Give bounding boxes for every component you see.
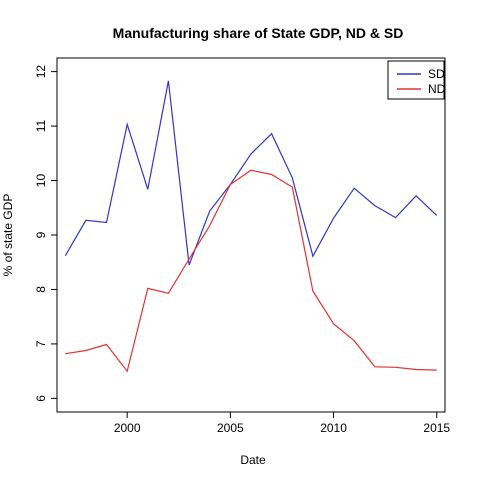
y-tick-label: 9 [34, 231, 48, 238]
x-tick-label: 2005 [217, 421, 244, 435]
plot-frame [56, 57, 446, 413]
y-tick-label: 8 [34, 286, 48, 293]
x-tick-label: 2015 [423, 421, 450, 435]
y-tick-label: 11 [34, 120, 48, 133]
y-tick-label: 10 [34, 174, 48, 188]
legend-box [387, 60, 445, 100]
y-tick-label: 7 [34, 340, 48, 347]
x-axis-label: Date [240, 453, 266, 467]
series-layer [64, 80, 438, 373]
chart-title: Manufacturing share of State GDP, ND & S… [113, 25, 404, 41]
x-tick-label: 2000 [114, 421, 141, 435]
y-axis: 6 7 8 9 10 11 12 [34, 65, 57, 402]
series-line-nd [65, 169, 437, 373]
y-tick-label: 6 [34, 395, 48, 402]
y-axis-label: % of state GDP [1, 194, 15, 277]
legend-label-sd: SD [428, 67, 445, 81]
legend-label-nd: ND [428, 82, 446, 96]
series-line-sd [64, 80, 438, 266]
x-axis: 2000 2005 2010 2015 [114, 412, 450, 435]
x-tick-label: 2010 [320, 421, 347, 435]
y-tick-label: 12 [34, 65, 48, 79]
